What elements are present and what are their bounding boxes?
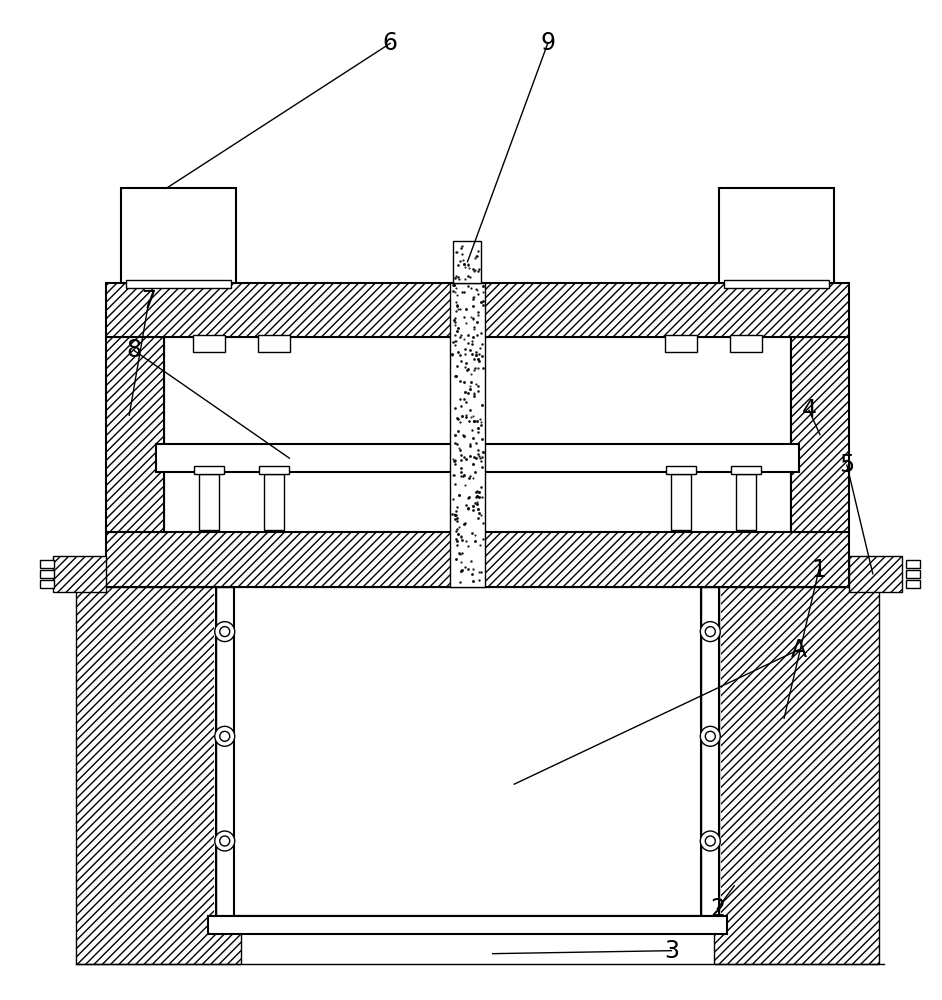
Bar: [259, 466, 288, 474]
Bar: [665, 335, 697, 352]
Bar: [41, 570, 55, 578]
Bar: [666, 466, 696, 474]
Bar: [199, 474, 219, 530]
Bar: [791, 337, 849, 532]
Bar: [905, 560, 919, 568]
Bar: [193, 335, 225, 352]
Bar: [194, 466, 224, 474]
Circle shape: [706, 627, 715, 637]
Bar: [450, 283, 485, 587]
Bar: [76, 587, 241, 964]
Circle shape: [215, 622, 235, 642]
Circle shape: [706, 731, 715, 741]
Bar: [208, 916, 727, 934]
Text: 1: 1: [812, 558, 826, 582]
Bar: [164, 337, 791, 532]
Bar: [156, 444, 799, 472]
Bar: [849, 556, 901, 592]
Bar: [264, 474, 284, 530]
Circle shape: [700, 726, 721, 746]
Text: 3: 3: [664, 939, 679, 963]
Bar: [214, 587, 722, 916]
Bar: [720, 188, 834, 283]
Bar: [701, 587, 720, 916]
Bar: [121, 188, 236, 283]
Bar: [234, 587, 701, 916]
Bar: [41, 560, 55, 568]
Bar: [216, 587, 720, 916]
Bar: [257, 335, 289, 352]
Bar: [672, 474, 691, 530]
Circle shape: [219, 627, 230, 637]
Bar: [106, 337, 164, 532]
Bar: [737, 474, 756, 530]
Bar: [724, 280, 829, 288]
Bar: [106, 532, 849, 587]
Bar: [731, 466, 761, 474]
Text: A: A: [791, 638, 807, 662]
Bar: [453, 241, 481, 283]
Circle shape: [700, 831, 721, 851]
Text: 7: 7: [141, 289, 156, 313]
Bar: [106, 283, 849, 337]
Bar: [905, 570, 919, 578]
Text: 2: 2: [709, 897, 724, 921]
Circle shape: [219, 836, 230, 846]
Circle shape: [700, 622, 721, 642]
Text: 4: 4: [802, 398, 817, 422]
Text: 8: 8: [126, 338, 141, 362]
Circle shape: [215, 831, 235, 851]
Circle shape: [215, 726, 235, 746]
Bar: [41, 580, 55, 588]
Circle shape: [706, 836, 715, 846]
Bar: [730, 335, 762, 352]
Bar: [216, 587, 234, 916]
Text: 6: 6: [382, 31, 398, 55]
Circle shape: [219, 731, 230, 741]
Text: 5: 5: [839, 453, 854, 477]
Bar: [714, 587, 879, 964]
Bar: [54, 556, 106, 592]
Bar: [126, 280, 231, 288]
Text: 9: 9: [541, 31, 555, 55]
Bar: [905, 580, 919, 588]
